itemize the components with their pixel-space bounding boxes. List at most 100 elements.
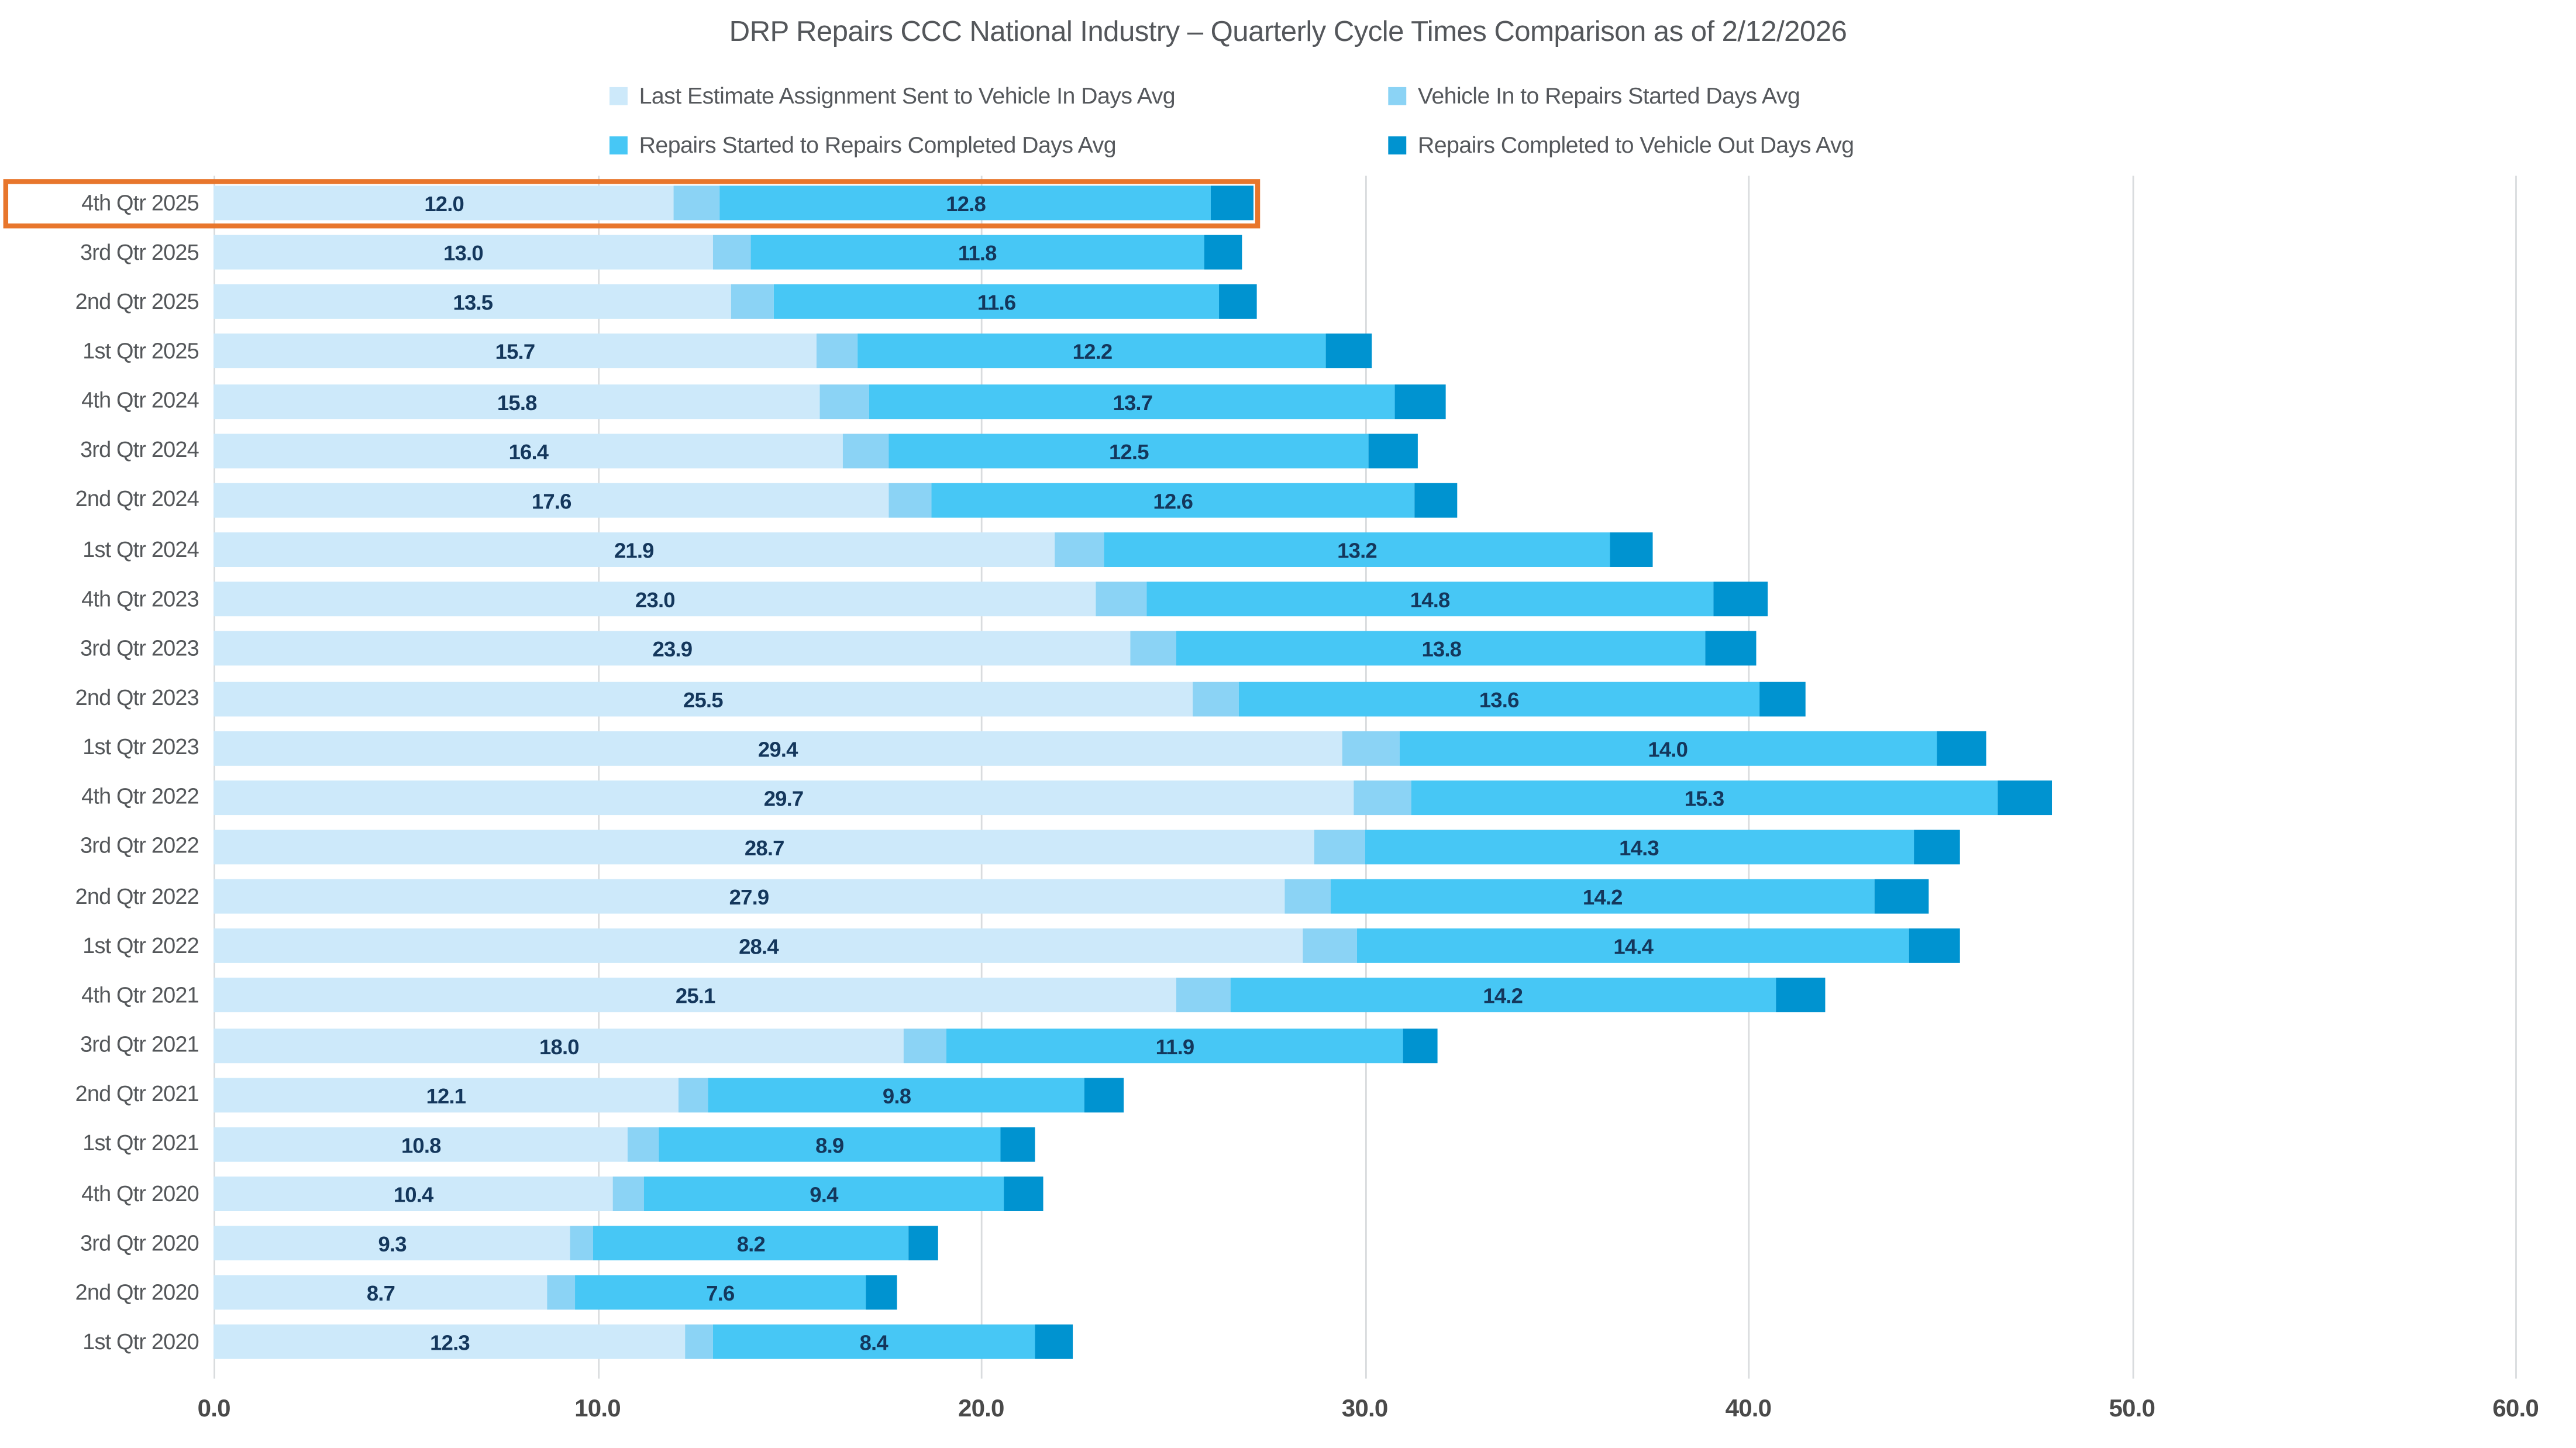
bar-segment-series4[interactable] [1084, 1077, 1123, 1112]
bar-segment-series1[interactable] [213, 1077, 679, 1112]
bar-segment-series1[interactable] [213, 780, 1354, 815]
bar-segment-series1[interactable] [213, 483, 889, 518]
bar-segment-series4[interactable] [1998, 780, 2051, 815]
bar-segment-series3[interactable] [1356, 928, 1910, 964]
bar-segment-series4[interactable] [1326, 334, 1373, 369]
bar-segment-series2[interactable] [816, 334, 859, 369]
bar-segment-series4[interactable] [1035, 1325, 1073, 1360]
bar-segment-series3[interactable] [574, 1275, 866, 1311]
bar-segment-series4[interactable] [1875, 879, 1929, 914]
bar-segment-series3[interactable] [946, 1027, 1403, 1062]
bar-segment-series3[interactable] [1146, 582, 1714, 617]
bar-segment-series4[interactable] [1909, 928, 1959, 964]
selected-row-highlight[interactable] [3, 178, 1261, 228]
bar-segment-series2[interactable] [1314, 830, 1365, 865]
bar-segment-series3[interactable] [1176, 631, 1706, 666]
bar-segment-series3[interactable] [750, 235, 1204, 270]
bar-segment-series2[interactable] [1096, 582, 1146, 617]
bar-segment-series2[interactable] [1284, 879, 1331, 914]
bar-segment-series4[interactable] [866, 1275, 897, 1311]
bar-segment-series1[interactable] [213, 730, 1342, 765]
bar-segment-series1[interactable] [213, 830, 1315, 865]
bar-segment-series1[interactable] [213, 384, 820, 419]
bar-segment-series4[interactable] [1414, 483, 1457, 518]
bar-segment-series2[interactable] [628, 1127, 659, 1162]
bar-segment-series4[interactable] [1211, 185, 1253, 221]
legend-item[interactable]: Last Estimate Assignment Sent to Vehicle… [609, 81, 1176, 111]
legend-item[interactable]: Vehicle In to Repairs Started Days Avg [1388, 81, 1800, 111]
legend-item[interactable]: Repairs Started to Repairs Completed Day… [609, 130, 1117, 160]
bar-segment-series1[interactable] [213, 1027, 905, 1062]
bar-segment-series2[interactable] [678, 1077, 709, 1112]
bar-segment-series2[interactable] [1353, 780, 1411, 815]
bar-segment-series3[interactable] [1330, 879, 1875, 914]
bar-segment-series1[interactable] [213, 433, 843, 468]
bar-segment-series1[interactable] [213, 532, 1054, 567]
bar-segment-series3[interactable] [888, 433, 1369, 468]
bar-segment-series1[interactable] [213, 928, 1304, 964]
bar-segment-series3[interactable] [1399, 730, 1937, 765]
bar-segment-series4[interactable] [1775, 978, 1826, 1013]
bar-segment-series4[interactable] [1610, 532, 1652, 567]
bar-segment-series3[interactable] [774, 284, 1219, 319]
bar-segment-series3[interactable] [858, 334, 1327, 369]
bar-segment-series4[interactable] [1203, 235, 1242, 270]
bar-segment-series3[interactable] [1365, 830, 1913, 865]
bar-segment-series4[interactable] [1000, 1127, 1035, 1162]
bar-segment-series2[interactable] [674, 185, 721, 221]
bar-segment-series3[interactable] [1238, 681, 1760, 716]
bar-segment-series2[interactable] [819, 384, 870, 419]
bar-segment-series3[interactable] [1230, 978, 1775, 1013]
bar-segment-series4[interactable] [1004, 1177, 1043, 1211]
bar-segment-series1[interactable] [213, 1275, 548, 1311]
bar-segment-series1[interactable] [213, 1226, 571, 1261]
bar-segment-series2[interactable] [1053, 532, 1104, 567]
bar-segment-series4[interactable] [1913, 830, 1959, 865]
bar-segment-series4[interactable] [908, 1226, 939, 1261]
bar-segment-series1[interactable] [213, 681, 1192, 716]
bar-segment-series3[interactable] [708, 1077, 1085, 1112]
bar-segment-series3[interactable] [1410, 780, 1998, 815]
bar-segment-series2[interactable] [570, 1226, 594, 1261]
bar-segment-series2[interactable] [1131, 631, 1177, 666]
bar-segment-series1[interactable] [213, 284, 732, 319]
bar-segment-series1[interactable] [213, 1177, 613, 1211]
bar-segment-series2[interactable] [1341, 730, 1400, 765]
bar-segment-series1[interactable] [213, 978, 1177, 1013]
bar-segment-series2[interactable] [731, 284, 774, 319]
bar-segment-series3[interactable] [931, 483, 1415, 518]
bar-segment-series2[interactable] [1191, 681, 1238, 716]
bar-segment-series4[interactable] [1706, 631, 1756, 666]
bar-segment-series2[interactable] [888, 483, 931, 518]
bar-segment-series3[interactable] [870, 384, 1396, 419]
bar-segment-series1[interactable] [213, 582, 1097, 617]
bar-segment-series3[interactable] [659, 1127, 1001, 1162]
bar-segment-series1[interactable] [213, 1127, 628, 1162]
bar-segment-series1[interactable] [213, 334, 817, 369]
bar-segment-series1[interactable] [213, 235, 713, 270]
bar-segment-series1[interactable] [213, 1325, 686, 1360]
legend-item[interactable]: Repairs Completed to Vehicle Out Days Av… [1388, 130, 1854, 160]
bar-segment-series1[interactable] [213, 631, 1131, 666]
bar-segment-series4[interactable] [1368, 433, 1418, 468]
bar-segment-series3[interactable] [712, 1325, 1035, 1360]
bar-segment-series2[interactable] [1176, 978, 1231, 1013]
bar-segment-series4[interactable] [1713, 582, 1768, 617]
bar-segment-series1[interactable] [213, 185, 674, 221]
bar-segment-series4[interactable] [1395, 384, 1445, 419]
bar-segment-series4[interactable] [1759, 681, 1806, 716]
bar-segment-series1[interactable] [213, 879, 1284, 914]
bar-segment-series3[interactable] [593, 1226, 908, 1261]
bar-segment-series2[interactable] [712, 235, 751, 270]
bar-segment-series2[interactable] [547, 1275, 575, 1311]
bar-segment-series2[interactable] [1303, 928, 1357, 964]
bar-segment-series2[interactable] [843, 433, 889, 468]
bar-segment-series4[interactable] [1403, 1027, 1438, 1062]
bar-segment-series2[interactable] [904, 1027, 947, 1062]
bar-segment-series2[interactable] [612, 1177, 644, 1211]
bar-segment-series4[interactable] [1936, 730, 1986, 765]
bar-segment-series3[interactable] [1104, 532, 1610, 567]
bar-segment-series3[interactable] [643, 1177, 1004, 1211]
bar-segment-series2[interactable] [686, 1325, 713, 1360]
bar-segment-series4[interactable] [1218, 284, 1258, 319]
